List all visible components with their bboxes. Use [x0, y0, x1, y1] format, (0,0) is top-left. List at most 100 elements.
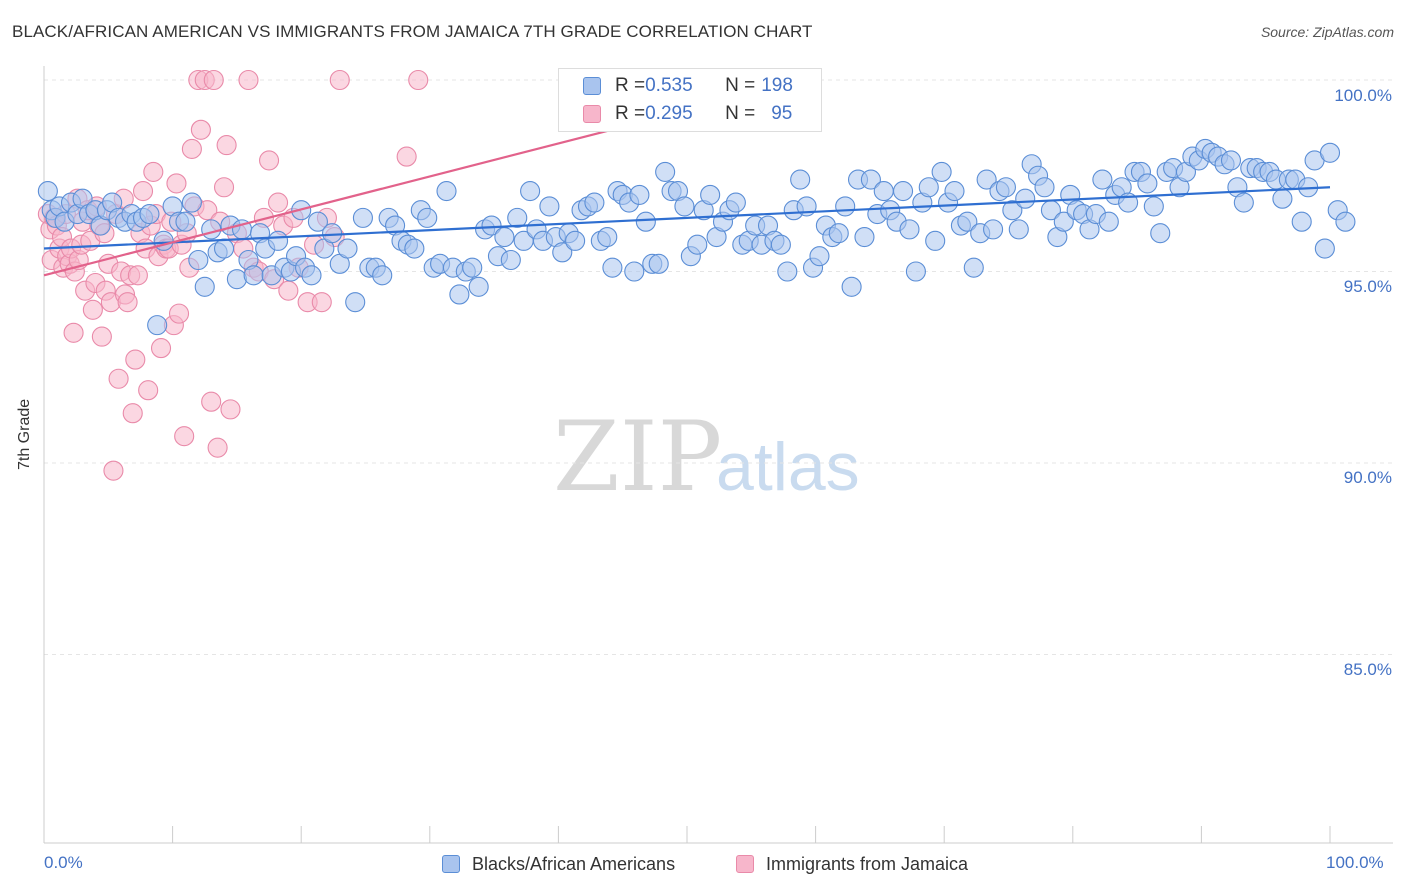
- data-point: [238, 69, 259, 91]
- data-point: [301, 265, 322, 286]
- data-point: [166, 173, 187, 194]
- data-point: [139, 204, 160, 225]
- data-point: [396, 146, 417, 167]
- data-point: [216, 135, 237, 156]
- data-point: [117, 292, 138, 313]
- r-value: 0.295: [645, 103, 693, 124]
- data-point: [957, 211, 978, 232]
- data-point: [168, 303, 190, 324]
- source-credit: Source: ZipAtlas.com: [1260, 24, 1394, 40]
- data-point: [201, 391, 222, 412]
- data-point: [226, 269, 247, 290]
- data-point: [181, 138, 202, 159]
- data-point: [63, 322, 84, 343]
- data-point: [860, 169, 881, 190]
- data-point: [602, 257, 623, 278]
- data-point: [188, 249, 209, 271]
- data-point: [322, 223, 343, 244]
- data-point: [507, 207, 528, 228]
- data-point: [307, 211, 328, 232]
- data-point: [770, 234, 791, 255]
- data-point: [103, 460, 124, 481]
- data-point: [892, 181, 914, 202]
- data-point: [629, 184, 650, 205]
- data-point: [417, 207, 438, 228]
- data-point: [468, 276, 489, 297]
- data-point: [329, 69, 350, 91]
- data-point: [841, 276, 862, 297]
- data-point: [1272, 188, 1293, 209]
- data-point: [835, 196, 856, 217]
- trend-line-blacks: [43, 186, 1331, 250]
- data-point: [268, 230, 289, 251]
- chart-title: BLACK/AFRICAN AMERICAN VS IMMIGRANTS FRO…: [12, 22, 813, 41]
- data-point: [278, 280, 299, 301]
- data-point: [655, 161, 676, 182]
- data-point: [372, 265, 393, 286]
- data-point: [147, 315, 168, 336]
- data-point: [1137, 173, 1158, 194]
- data-point: [37, 181, 58, 202]
- data-point: [565, 230, 586, 251]
- data-point: [143, 161, 164, 182]
- data-point: [108, 368, 129, 389]
- data-point: [552, 242, 573, 263]
- y-tick-label-90: 90.0%: [1343, 468, 1392, 487]
- data-point: [925, 230, 946, 251]
- data-point: [674, 196, 695, 217]
- r-value: 0.535: [645, 75, 693, 96]
- data-point: [687, 234, 708, 255]
- stats-legend-row-blue: R = 0.535 N = 198: [583, 74, 793, 98]
- data-point: [1008, 219, 1029, 240]
- blue-swatch: [583, 77, 601, 95]
- data-point: [91, 326, 112, 347]
- data-point: [82, 299, 103, 320]
- data-point: [311, 292, 332, 313]
- data-point: [1220, 150, 1242, 171]
- data-point: [1092, 169, 1113, 190]
- watermark: ZIP atlas: [553, 401, 860, 513]
- data-point: [481, 215, 502, 236]
- legend-swatch-blue: [442, 855, 460, 873]
- data-point: [243, 265, 264, 286]
- y-tick-label-85: 85.0%: [1343, 660, 1392, 679]
- trend-lines: [43, 113, 1331, 277]
- data-point: [138, 380, 159, 401]
- data-point: [408, 69, 429, 91]
- data-point: [194, 276, 215, 297]
- data-point: [983, 219, 1004, 240]
- data-point: [539, 196, 560, 217]
- data-point: [1233, 192, 1254, 213]
- pink-swatch: [583, 105, 601, 123]
- y-axis-label: 7th Grade: [16, 398, 33, 470]
- data-point: [500, 249, 521, 271]
- data-point: [337, 238, 358, 259]
- stats-legend-row-pink: R = 0.295 N = 95: [583, 102, 792, 126]
- data-point: [190, 119, 211, 140]
- legend-label-blacks: Blacks/African Americans: [472, 853, 676, 874]
- data-point: [449, 284, 470, 305]
- data-point: [150, 338, 172, 359]
- data-point: [203, 69, 224, 91]
- data-point: [1335, 211, 1356, 232]
- data-point: [624, 261, 645, 282]
- data-point: [1034, 177, 1055, 198]
- data-point: [777, 261, 798, 282]
- data-point: [201, 219, 222, 240]
- data-point: [462, 257, 483, 278]
- data-point: [584, 192, 605, 213]
- data-point: [1150, 223, 1171, 244]
- data-point: [1314, 238, 1335, 259]
- n-value: 198: [761, 75, 793, 96]
- data-point: [352, 207, 373, 228]
- data-point: [181, 192, 202, 213]
- data-point: [345, 292, 366, 313]
- data-point: [995, 177, 1016, 198]
- data-point: [125, 349, 146, 370]
- legend-swatch-pink: [736, 855, 754, 873]
- data-point: [174, 426, 195, 447]
- data-point: [854, 226, 875, 248]
- data-point: [828, 223, 849, 244]
- data-point: [1015, 188, 1036, 209]
- data-point: [809, 246, 830, 267]
